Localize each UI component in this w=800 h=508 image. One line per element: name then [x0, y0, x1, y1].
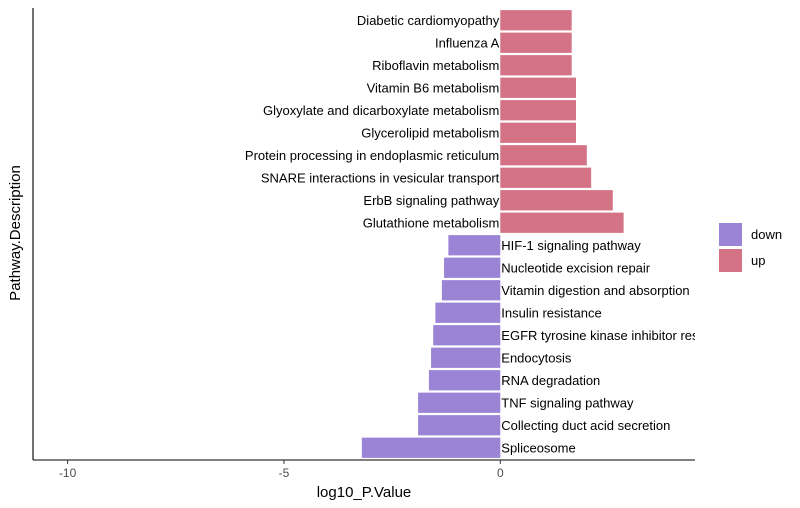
bar-label: Diabetic cardiomyopathy: [357, 13, 500, 28]
bar-down: [418, 392, 501, 413]
bar-label: ErbB signaling pathway: [363, 193, 499, 208]
bar-label: Vitamin digestion and absorption: [501, 283, 689, 298]
bar-down: [361, 437, 501, 458]
bar-up: [500, 55, 572, 76]
bar-label: Nucleotide excision repair: [501, 260, 651, 275]
bar-up: [500, 167, 592, 188]
bar-down: [448, 235, 501, 256]
bar-up: [500, 77, 577, 98]
x-ticks-layer: -10 -5 0: [59, 460, 504, 480]
bar-label: Collecting duct acid secretion: [501, 418, 670, 433]
bar-label: Glutathione metabolism: [363, 215, 500, 230]
bar-label: RNA degradation: [501, 373, 600, 388]
legend-label-down: down: [751, 227, 782, 242]
bar-label: Riboflavin metabolism: [372, 58, 499, 73]
bar-label: Protein processing in endoplasmic reticu…: [245, 148, 499, 163]
bar-label: Endocytosis: [501, 350, 572, 365]
bar-up: [500, 100, 577, 121]
bars-layer: [361, 10, 624, 458]
legend-label-up: up: [751, 253, 765, 268]
bar-label: TNF signaling pathway: [501, 395, 634, 410]
bar-labels-layer: Diabetic cardiomyopathy Influenza A Ribofl…: [245, 13, 739, 456]
bar-down: [444, 257, 501, 278]
bar-down: [431, 347, 501, 368]
bar-down: [418, 415, 501, 436]
bar-label: Spliceosome: [501, 440, 575, 455]
bar-up: [500, 10, 572, 31]
legend-swatch-up: [719, 249, 742, 272]
bar-up: [500, 122, 577, 143]
bar-label: EGFR tyrosine kinase inhibitor resistanc…: [501, 328, 739, 343]
x-tick-label: -5: [279, 466, 290, 480]
bar-down: [428, 370, 501, 391]
bar-up: [500, 32, 572, 53]
x-tick-label: 0: [497, 466, 504, 480]
x-axis-title: log10_P.Value: [317, 484, 412, 501]
bar-label: Vitamin B6 metabolism: [367, 80, 500, 95]
legend: down up: [719, 223, 782, 272]
bar-label: HIF-1 signaling pathway: [501, 238, 641, 253]
bar-down: [435, 302, 501, 323]
bar-down: [441, 280, 501, 301]
x-tick-label: -10: [59, 466, 77, 480]
y-axis-title: Pathway.Description: [7, 165, 24, 301]
bar-up: [500, 145, 587, 166]
bar-down: [433, 325, 501, 346]
bar-label: Influenza A: [435, 35, 500, 50]
bar-label: Insulin resistance: [501, 305, 601, 320]
bar-up: [500, 212, 624, 233]
bar-label: SNARE interactions in vesicular transpor…: [261, 170, 500, 185]
bar-label: Glyoxylate and dicarboxylate metabolism: [263, 103, 499, 118]
bar-label: Glycerolipid metabolism: [361, 125, 499, 140]
bar-up: [500, 190, 613, 211]
legend-swatch-down: [719, 223, 742, 246]
